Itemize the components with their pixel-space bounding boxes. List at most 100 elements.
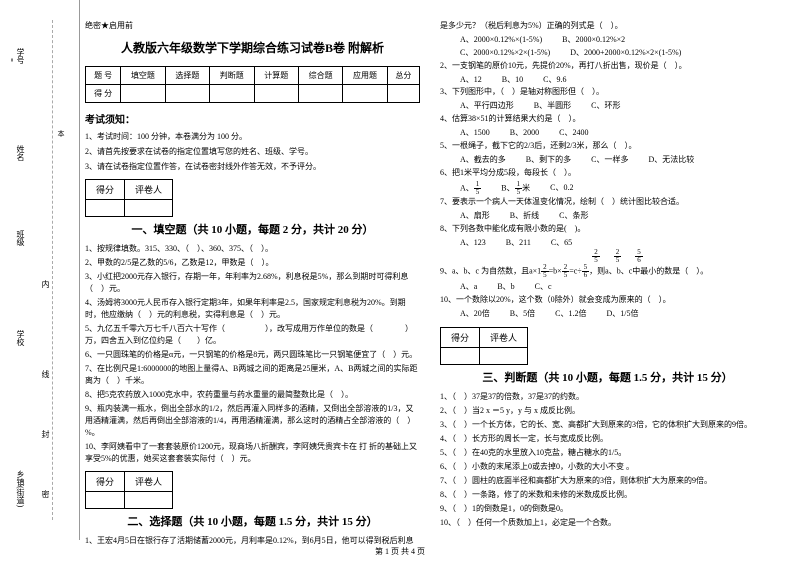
cell: 得分: [86, 179, 125, 199]
label-town: 乡镇(街道): [15, 470, 26, 507]
cell: 总分: [387, 67, 419, 85]
cell[interactable]: [387, 85, 419, 103]
content-area: 绝密★启用前 人教版六年级数学下学期综合练习试卷B卷 附解析 题 号 填空题 选…: [85, 20, 775, 549]
cell[interactable]: [86, 199, 125, 216]
frac-row: 25 25 56: [440, 249, 775, 264]
cell[interactable]: [254, 85, 298, 103]
options: A、1500 B、2000 C、2400: [440, 127, 775, 140]
section-3-title: 三、判断题（共 10 小题，每题 1.5 分，共计 15 分）: [440, 369, 775, 385]
question: 3、（ ）一个长方体，它的长、宽、高都扩大到原来的3倍，它的体积扩大到原来的9倍…: [440, 419, 775, 431]
question: 10、一个数除以20%，这个数（0除外）就会变成为原来的（ ）。: [440, 294, 775, 306]
cell[interactable]: [125, 199, 173, 216]
question: 6、一只圆珠笔的价格是α元，一只钢笔的价格是8元，两只圆珠笔比一只钢笔便宜了（ …: [85, 349, 420, 361]
table-row: 题 号 填空题 选择题 判断题 计算题 综合题 应用题 总分: [86, 67, 420, 85]
options: A、2000×0.12%×(1-5%) B、2000×0.12%×2 C、200…: [440, 34, 775, 60]
cell[interactable]: [343, 85, 387, 103]
question: 8、下列各数中能化成有限小数的是( )。: [440, 223, 775, 235]
notice-item: 2、请首先按要求在试卷的指定位置填写您的姓名、班级、学号。: [85, 146, 420, 157]
option: B、b: [497, 281, 514, 294]
cell: 得分: [86, 471, 125, 491]
options: A、15 B、15米 C、0.2: [440, 181, 775, 196]
option: A、123: [460, 237, 486, 250]
section-score-box: 得分评卷人: [85, 179, 173, 217]
question: 2、甲数的2/5是乙数的5/6，乙数是12，甲数是（ ）。: [85, 257, 420, 269]
option: D、2000+2000×0.12%×2×(1-5%): [570, 47, 681, 60]
question: 2、（ ）当2 x ＝5 y，y 与 x 成反比例。: [440, 405, 775, 417]
option: A、平行四边形: [460, 100, 514, 113]
section-score-box: 得分评卷人: [85, 471, 173, 509]
cell[interactable]: [121, 85, 165, 103]
score-table: 题 号 填空题 选择题 判断题 计算题 综合题 应用题 总分 得 分: [85, 66, 420, 103]
cell: 判断题: [210, 67, 254, 85]
label-name: 姓名: [15, 145, 26, 161]
field-line: [12, 59, 52, 62]
cell[interactable]: [210, 85, 254, 103]
question: 8、把5克农药放入1000克水中，农药重量与药水重量的最简整数比是（ ）。: [85, 389, 420, 401]
option: A、扇形: [460, 210, 490, 223]
sup-xian: 线: [40, 370, 51, 378]
option: D、1/5倍: [606, 308, 638, 321]
question: 7、要表示一个病人一天体温变化情况，绘制（ ）统计图比较合适。: [440, 196, 775, 208]
section-score-box: 得分评卷人: [440, 327, 528, 365]
option: B、10: [502, 74, 523, 87]
question: 3、下列图形中，（ ）是轴对称图形但（ ）。: [440, 86, 775, 98]
options: A、平行四边形 B、半圆形 C、环形: [440, 100, 775, 113]
cell[interactable]: [480, 347, 528, 364]
cell[interactable]: [125, 491, 173, 508]
options: A、a B、b C、c: [440, 281, 775, 294]
page: 学号 姓名 本 班级 内 学校 线 封 乡镇(街道) 密 绝密★启用前 人教版六…: [0, 0, 800, 565]
sup-mi: 密: [40, 490, 51, 498]
option: B、折线: [510, 210, 539, 223]
question: 4、（ ）长方形的周长一定，长与宽成反比例。: [440, 433, 775, 445]
question: 7、（ ）圆柱的底面半径和高都扩大为原来的3倍，则体积扩大为原来的9倍。: [440, 475, 775, 487]
sidebar: 学号 姓名 本 班级 内 学校 线 封 乡镇(街道) 密: [0, 0, 80, 540]
question: 5、九亿五千零六万七千八百六十写作（ ），改写成用万作单位的数是（ ）万，四舍五…: [85, 323, 420, 347]
label-class: 班级: [15, 230, 26, 246]
options: A、123 B、211 C、65: [440, 237, 775, 250]
fold-line: [52, 20, 53, 520]
cell[interactable]: [441, 347, 480, 364]
question: 9、瓶内装满一瓶水，倒出全部水的1/2，然后再灌入同样多的酒精，又倒出全部溶液的…: [85, 403, 420, 439]
notice-item: 3、请在试卷指定位置作答，在试卷密封线外作答无效，不予评分。: [85, 161, 420, 172]
cell: 评卷人: [125, 179, 173, 199]
question: 6、把1米平均分成5段，每段长（ ）。: [440, 167, 775, 179]
option: A、截去的多: [460, 154, 506, 167]
cell: 得 分: [86, 85, 121, 103]
option: C、0.2: [550, 182, 573, 195]
option: B、半圆形: [534, 100, 571, 113]
secret-label: 绝密★启用前: [85, 20, 420, 31]
notice-title: 考试须知：: [85, 111, 420, 126]
option: D、无法比较: [648, 154, 694, 167]
option: A、2000×0.12%×(1-5%): [460, 34, 542, 47]
page-footer: 第 1 页 共 4 页: [0, 546, 800, 557]
option: C、2000×0.12%×2×(1-5%): [460, 47, 550, 60]
cell: 应用题: [343, 67, 387, 85]
cell[interactable]: [86, 491, 125, 508]
left-column: 绝密★启用前 人教版六年级数学下学期综合练习试卷B卷 附解析 题 号 填空题 选…: [85, 20, 420, 549]
question: 5、（ ）在40克的水里放入10克盐，糖占糖水的1/5。: [440, 447, 775, 459]
cell: 题 号: [86, 67, 121, 85]
question: 4、估算38×51的计算结果大约是（ ）。: [440, 113, 775, 125]
cell: 综合题: [298, 67, 342, 85]
notice-item: 1、考试时间：100 分钟，本卷满分为 100 分。: [85, 131, 420, 142]
option: A、15: [460, 181, 481, 196]
question: 6、（ ）小数的末尾添上0或去掉0，小数的大小不变 。: [440, 461, 775, 473]
option: C、环形: [591, 100, 620, 113]
cell[interactable]: [298, 85, 342, 103]
table-row: 得 分: [86, 85, 420, 103]
question: 1、（ ）37是37的倍数，37是37的约数。: [440, 391, 775, 403]
option: A、a: [460, 281, 477, 294]
option: C、条形: [559, 210, 588, 223]
section-2-title: 二、选择题（共 10 小题，每题 1.5 分，共计 15 分）: [85, 513, 420, 529]
options: A、截去的多 B、剩下的多 C、一样多 D、无法比较: [440, 154, 775, 167]
cell: 计算题: [254, 67, 298, 85]
cell[interactable]: [165, 85, 209, 103]
option: C、1.2倍: [555, 308, 586, 321]
sup-feng: 封: [40, 430, 51, 438]
option: B、15米: [501, 181, 530, 196]
cell: 评卷人: [125, 471, 173, 491]
question: 8、（ ）一条路，修了的米数和未修的米数成反比例。: [440, 489, 775, 501]
question: 1、王宏4月5日在银行存了活期储蓄2000元，月利率是0.12%，到6月5日，他…: [85, 535, 420, 547]
exam-title: 人教版六年级数学下学期综合练习试卷B卷 附解析: [85, 39, 420, 56]
question: 9、（ ）1的倒数是1，0的倒数是0。: [440, 503, 775, 515]
